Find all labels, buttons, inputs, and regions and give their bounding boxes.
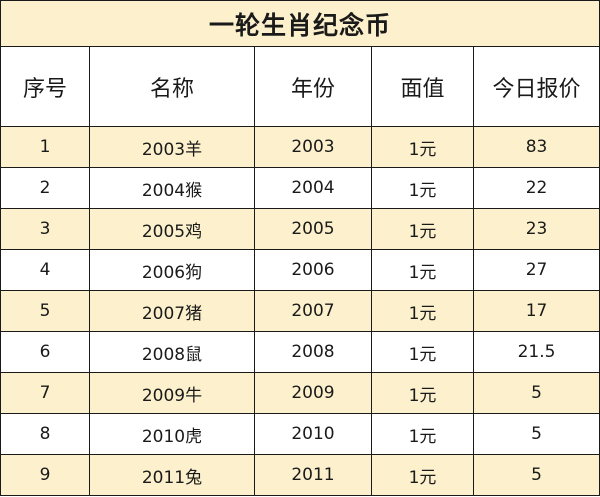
- cell-face-value: 1元: [371, 372, 474, 414]
- cell-year: 2008: [254, 331, 372, 373]
- table-row: 8 2010虎 2010 1元 5: [0, 413, 600, 455]
- cell-price: 23: [472, 208, 600, 250]
- cell-year: 2007: [254, 290, 372, 332]
- column-header-price: 今日报价: [472, 46, 600, 127]
- header-row: 序号 名称 年份 面值 今日报价: [0, 46, 600, 127]
- cell-index: 2: [0, 167, 90, 209]
- cell-price: 21.5: [472, 331, 600, 373]
- table-row: 5 2007猪 2007 1元 17: [0, 290, 600, 332]
- cell-index: 1: [0, 126, 90, 168]
- column-header-year: 年份: [254, 46, 372, 127]
- cell-year: 2009: [254, 372, 372, 414]
- cell-price: 5: [472, 413, 600, 455]
- cell-name: 2003羊: [89, 126, 255, 168]
- table-title: 一轮生肖纪念币: [0, 0, 600, 47]
- table-row: 2 2004猴 2004 1元 22: [0, 167, 600, 209]
- column-header-face-value: 面值: [371, 46, 474, 127]
- table-row: 3 2005鸡 2005 1元 23: [0, 208, 600, 250]
- cell-face-value: 1元: [371, 454, 474, 496]
- cell-price: 83: [472, 126, 600, 168]
- cell-face-value: 1元: [371, 208, 474, 250]
- cell-price: 22: [472, 167, 600, 209]
- cell-price: 5: [472, 372, 600, 414]
- table-row: 9 2011兔 2011 1元 5: [0, 454, 600, 496]
- cell-year: 2011: [254, 454, 372, 496]
- cell-year: 2010: [254, 413, 372, 455]
- column-header-name: 名称: [89, 46, 255, 127]
- cell-face-value: 1元: [371, 249, 474, 291]
- cell-name: 2007猪: [89, 290, 255, 332]
- cell-index: 9: [0, 454, 90, 496]
- cell-index: 4: [0, 249, 90, 291]
- cell-index: 3: [0, 208, 90, 250]
- cell-name: 2010虎: [89, 413, 255, 455]
- table-row: 4 2006狗 2006 1元 27: [0, 249, 600, 291]
- cell-name: 2006狗: [89, 249, 255, 291]
- cell-face-value: 1元: [371, 413, 474, 455]
- cell-name: 2009牛: [89, 372, 255, 414]
- cell-price: 27: [472, 249, 600, 291]
- cell-year: 2004: [254, 167, 372, 209]
- table-row: 7 2009牛 2009 1元 5: [0, 372, 600, 414]
- column-header-index: 序号: [0, 46, 90, 127]
- cell-index: 5: [0, 290, 90, 332]
- table-row: 1 2003羊 2003 1元 83: [0, 126, 600, 168]
- title-row: 一轮生肖纪念币: [0, 0, 600, 47]
- cell-year: 2006: [254, 249, 372, 291]
- cell-index: 8: [0, 413, 90, 455]
- table-body: 1 2003羊 2003 1元 83 2 2004猴 2004 1元 22 3 2005鸡 2005 1元…: [0, 126, 600, 496]
- cell-face-value: 1元: [371, 290, 474, 332]
- cell-face-value: 1元: [371, 126, 474, 168]
- table-row: 6 2008鼠 2008 1元 21.5: [0, 331, 600, 373]
- cell-name: 2005鸡: [89, 208, 255, 250]
- cell-index: 7: [0, 372, 90, 414]
- cell-name: 2011兔: [89, 454, 255, 496]
- cell-price: 5: [472, 454, 600, 496]
- cell-face-value: 1元: [371, 167, 474, 209]
- cell-year: 2005: [254, 208, 372, 250]
- cell-index: 6: [0, 331, 90, 373]
- cell-year: 2003: [254, 126, 372, 168]
- cell-price: 17: [472, 290, 600, 332]
- cell-face-value: 1元: [371, 331, 474, 373]
- cell-name: 2004猴: [89, 167, 255, 209]
- cell-name: 2008鼠: [89, 331, 255, 373]
